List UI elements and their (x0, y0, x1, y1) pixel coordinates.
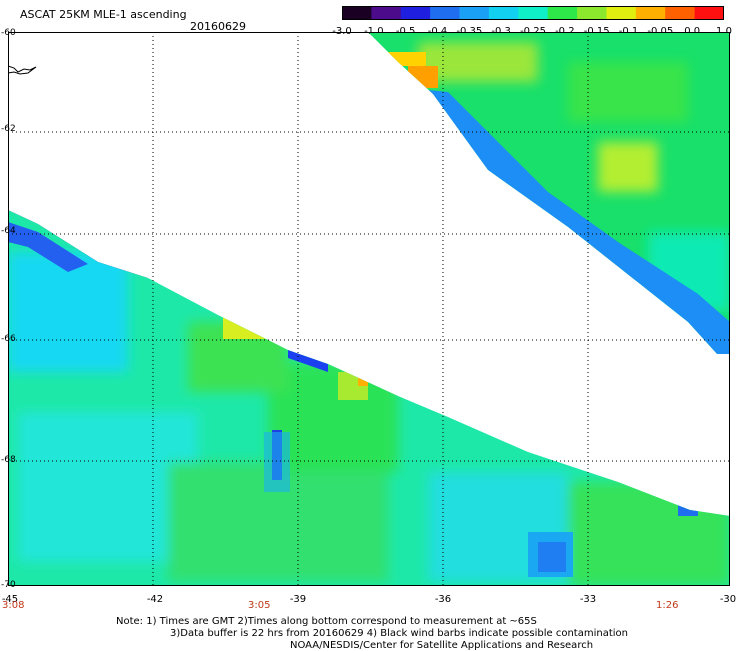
colorbar (342, 6, 724, 20)
lon-label: -36 (434, 594, 452, 605)
colorbar-tick-label: -0.2 (555, 26, 575, 37)
lon-label: -39 (289, 594, 307, 605)
colorbar-swatch (371, 6, 402, 20)
colorbar-swatch (488, 6, 519, 20)
colorbar-tick-label: -0.15 (583, 26, 610, 37)
colorbar-swatch (665, 6, 696, 20)
lon-label: -33 (579, 594, 597, 605)
colorbar-tick-label: -0.3 (491, 26, 511, 37)
lat-label: -68 (1, 455, 16, 465)
colorbar-tick-label: -3.0 (332, 26, 352, 37)
colorbar-tick-label: 0.0 (684, 26, 701, 37)
lon-label: -45 (1, 594, 19, 605)
map-plot (8, 32, 730, 586)
colorbar-tick-label: -0.05 (647, 26, 674, 37)
colorbar-swatch (606, 6, 637, 20)
colorbar-tick-label: -0.35 (456, 26, 483, 37)
upper-swath (368, 32, 730, 354)
time-label: 1:26 (656, 600, 679, 611)
colorbar-swatch (430, 6, 461, 20)
time-label: 3:05 (248, 600, 271, 611)
colorbar-tick-label: -0.4 (427, 26, 448, 37)
lat-label: -66 (1, 334, 16, 344)
lon-label: -30 (719, 594, 737, 605)
colorbar-tick-label: -0.5 (395, 26, 416, 37)
colorbar-swatch (518, 6, 549, 20)
lon-label: -42 (146, 594, 164, 605)
colorbar-swatch (635, 6, 666, 20)
graticule-grid (8, 32, 730, 586)
colorbar-tick-label: -0.1 (618, 26, 639, 37)
map-title: ASCAT 25KM MLE-1 ascending (20, 8, 187, 21)
note-line-3: NOAA/NESDIS/Center for Satellite Applica… (290, 640, 594, 651)
lower-swath (8, 210, 730, 586)
note-line-1: Note: 1) Times are GMT 2)Times along bot… (116, 616, 537, 627)
time-label: 3:08 (2, 600, 25, 611)
colorbar-swatch (577, 6, 608, 20)
lat-label: -60 (1, 28, 16, 38)
lat-label: -64 (1, 226, 16, 236)
colorbar-swatch (547, 6, 578, 20)
colorbar-tick-label: -0.25 (520, 26, 546, 37)
map-date: 20160629 (190, 20, 246, 33)
lat-label: -70 (1, 580, 16, 590)
coastline (8, 65, 37, 75)
colorbar-swatch (694, 6, 724, 20)
colorbar-tick-label: 1.0 (716, 26, 732, 37)
lat-label: -62 (1, 124, 16, 134)
note-line-2: 3)Data buffer is 22 hrs from 20160629 4)… (170, 628, 628, 639)
colorbar-swatch (459, 6, 490, 20)
colorbar-swatch (400, 6, 431, 20)
colorbar-swatch (342, 6, 372, 20)
colorbar-tick-label: -1.0 (364, 26, 384, 37)
